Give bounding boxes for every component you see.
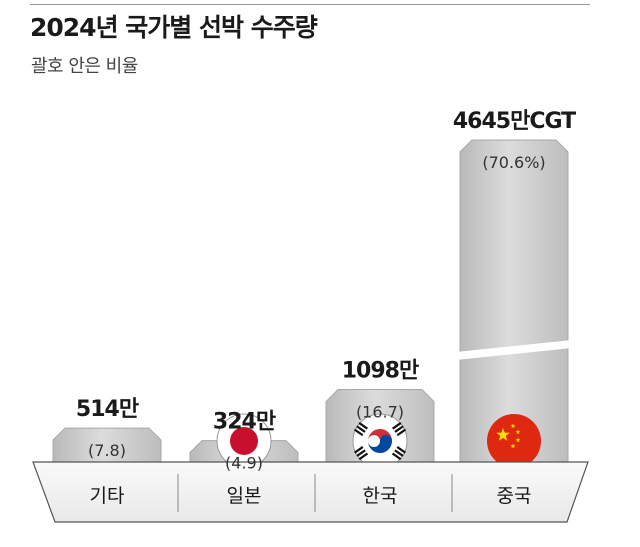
- value-label-중국: 4645만CGT: [453, 109, 576, 134]
- value-label-일본: 324만: [213, 410, 276, 435]
- category-label-중국: 중국: [497, 485, 532, 507]
- category-label-기타: 기타: [90, 485, 125, 507]
- share-label-기타: (7.8): [88, 441, 126, 460]
- top-rule: [30, 4, 590, 5]
- share-label-중국: (70.6%): [482, 153, 545, 172]
- share-label-한국: (16.7): [356, 403, 404, 422]
- value-label-기타: 514만: [76, 397, 139, 422]
- share-label-일본: (4.9): [225, 454, 263, 473]
- chart-subtitle: 괄호 안은 비율: [31, 56, 138, 77]
- bar-중국: [459, 139, 569, 463]
- category-label-일본: 일본: [227, 485, 262, 507]
- axis-break-mark: [456, 340, 572, 360]
- value-label-한국: 1098만: [342, 359, 419, 384]
- labels-layer: 514만 (7.8) 기타 324만 (4.9) 일본 1098만 (16.7) 한국 4645만…: [76, 109, 577, 507]
- china-flag-icon: [487, 414, 541, 468]
- category-base: [32, 461, 589, 523]
- japan-flag-icon: [216, 413, 272, 469]
- korea-flag-icon: [352, 413, 408, 469]
- chart-title: 2024년 국가별 선박 수주량: [30, 13, 318, 42]
- category-label-한국: 한국: [363, 485, 398, 507]
